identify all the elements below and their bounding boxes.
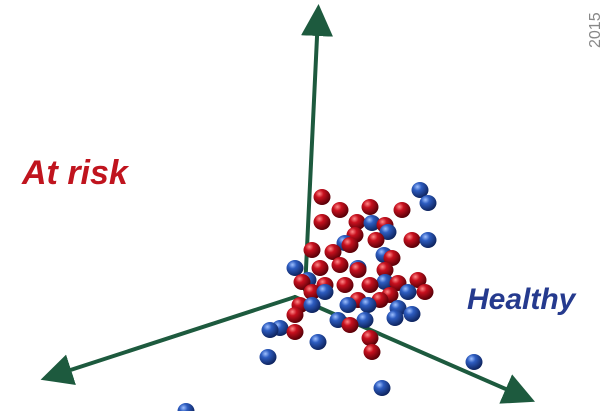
blue-sphere — [287, 260, 304, 276]
red-sphere — [368, 232, 385, 248]
red-sphere — [362, 330, 379, 346]
red-sphere — [362, 199, 379, 215]
blue-sphere — [357, 312, 374, 328]
red-sphere — [332, 202, 349, 218]
red-sphere — [314, 214, 331, 230]
red-sphere — [362, 277, 379, 293]
red-sphere — [342, 317, 359, 333]
at-risk-label: At risk — [21, 154, 130, 192]
red-sphere — [287, 307, 304, 323]
healthy-label: Healthy — [467, 283, 577, 316]
year-label: 2015 — [587, 12, 604, 48]
blue-sphere — [387, 310, 404, 326]
blue-sphere — [340, 297, 357, 313]
blue-sphere — [260, 349, 277, 365]
blue-sphere — [404, 306, 421, 322]
blue-sphere — [420, 195, 437, 211]
blue-sphere — [400, 284, 417, 300]
blue-sphere — [466, 354, 483, 370]
blue-sphere — [262, 322, 279, 338]
blue-sphere — [420, 232, 437, 248]
blue-sphere — [374, 380, 391, 396]
red-sphere — [404, 232, 421, 248]
red-sphere — [417, 284, 434, 300]
axis-left — [52, 297, 295, 376]
red-sphere — [314, 189, 331, 205]
blue-sphere — [317, 284, 334, 300]
red-sphere — [287, 324, 304, 340]
red-sphere — [350, 262, 367, 278]
scatter-illustration: At risk Healthy 2015 — [0, 0, 605, 411]
red-sphere — [312, 260, 329, 276]
red-sphere — [364, 344, 381, 360]
red-sphere — [337, 277, 354, 293]
blue-sphere — [310, 334, 327, 350]
blue-sphere — [304, 297, 321, 313]
red-sphere — [394, 202, 411, 218]
red-sphere — [304, 242, 321, 258]
spheres — [178, 182, 483, 411]
blue-sphere — [360, 297, 377, 313]
blue-sphere — [178, 403, 195, 411]
axes — [52, 16, 524, 397]
red-sphere — [342, 237, 359, 253]
red-sphere — [332, 257, 349, 273]
